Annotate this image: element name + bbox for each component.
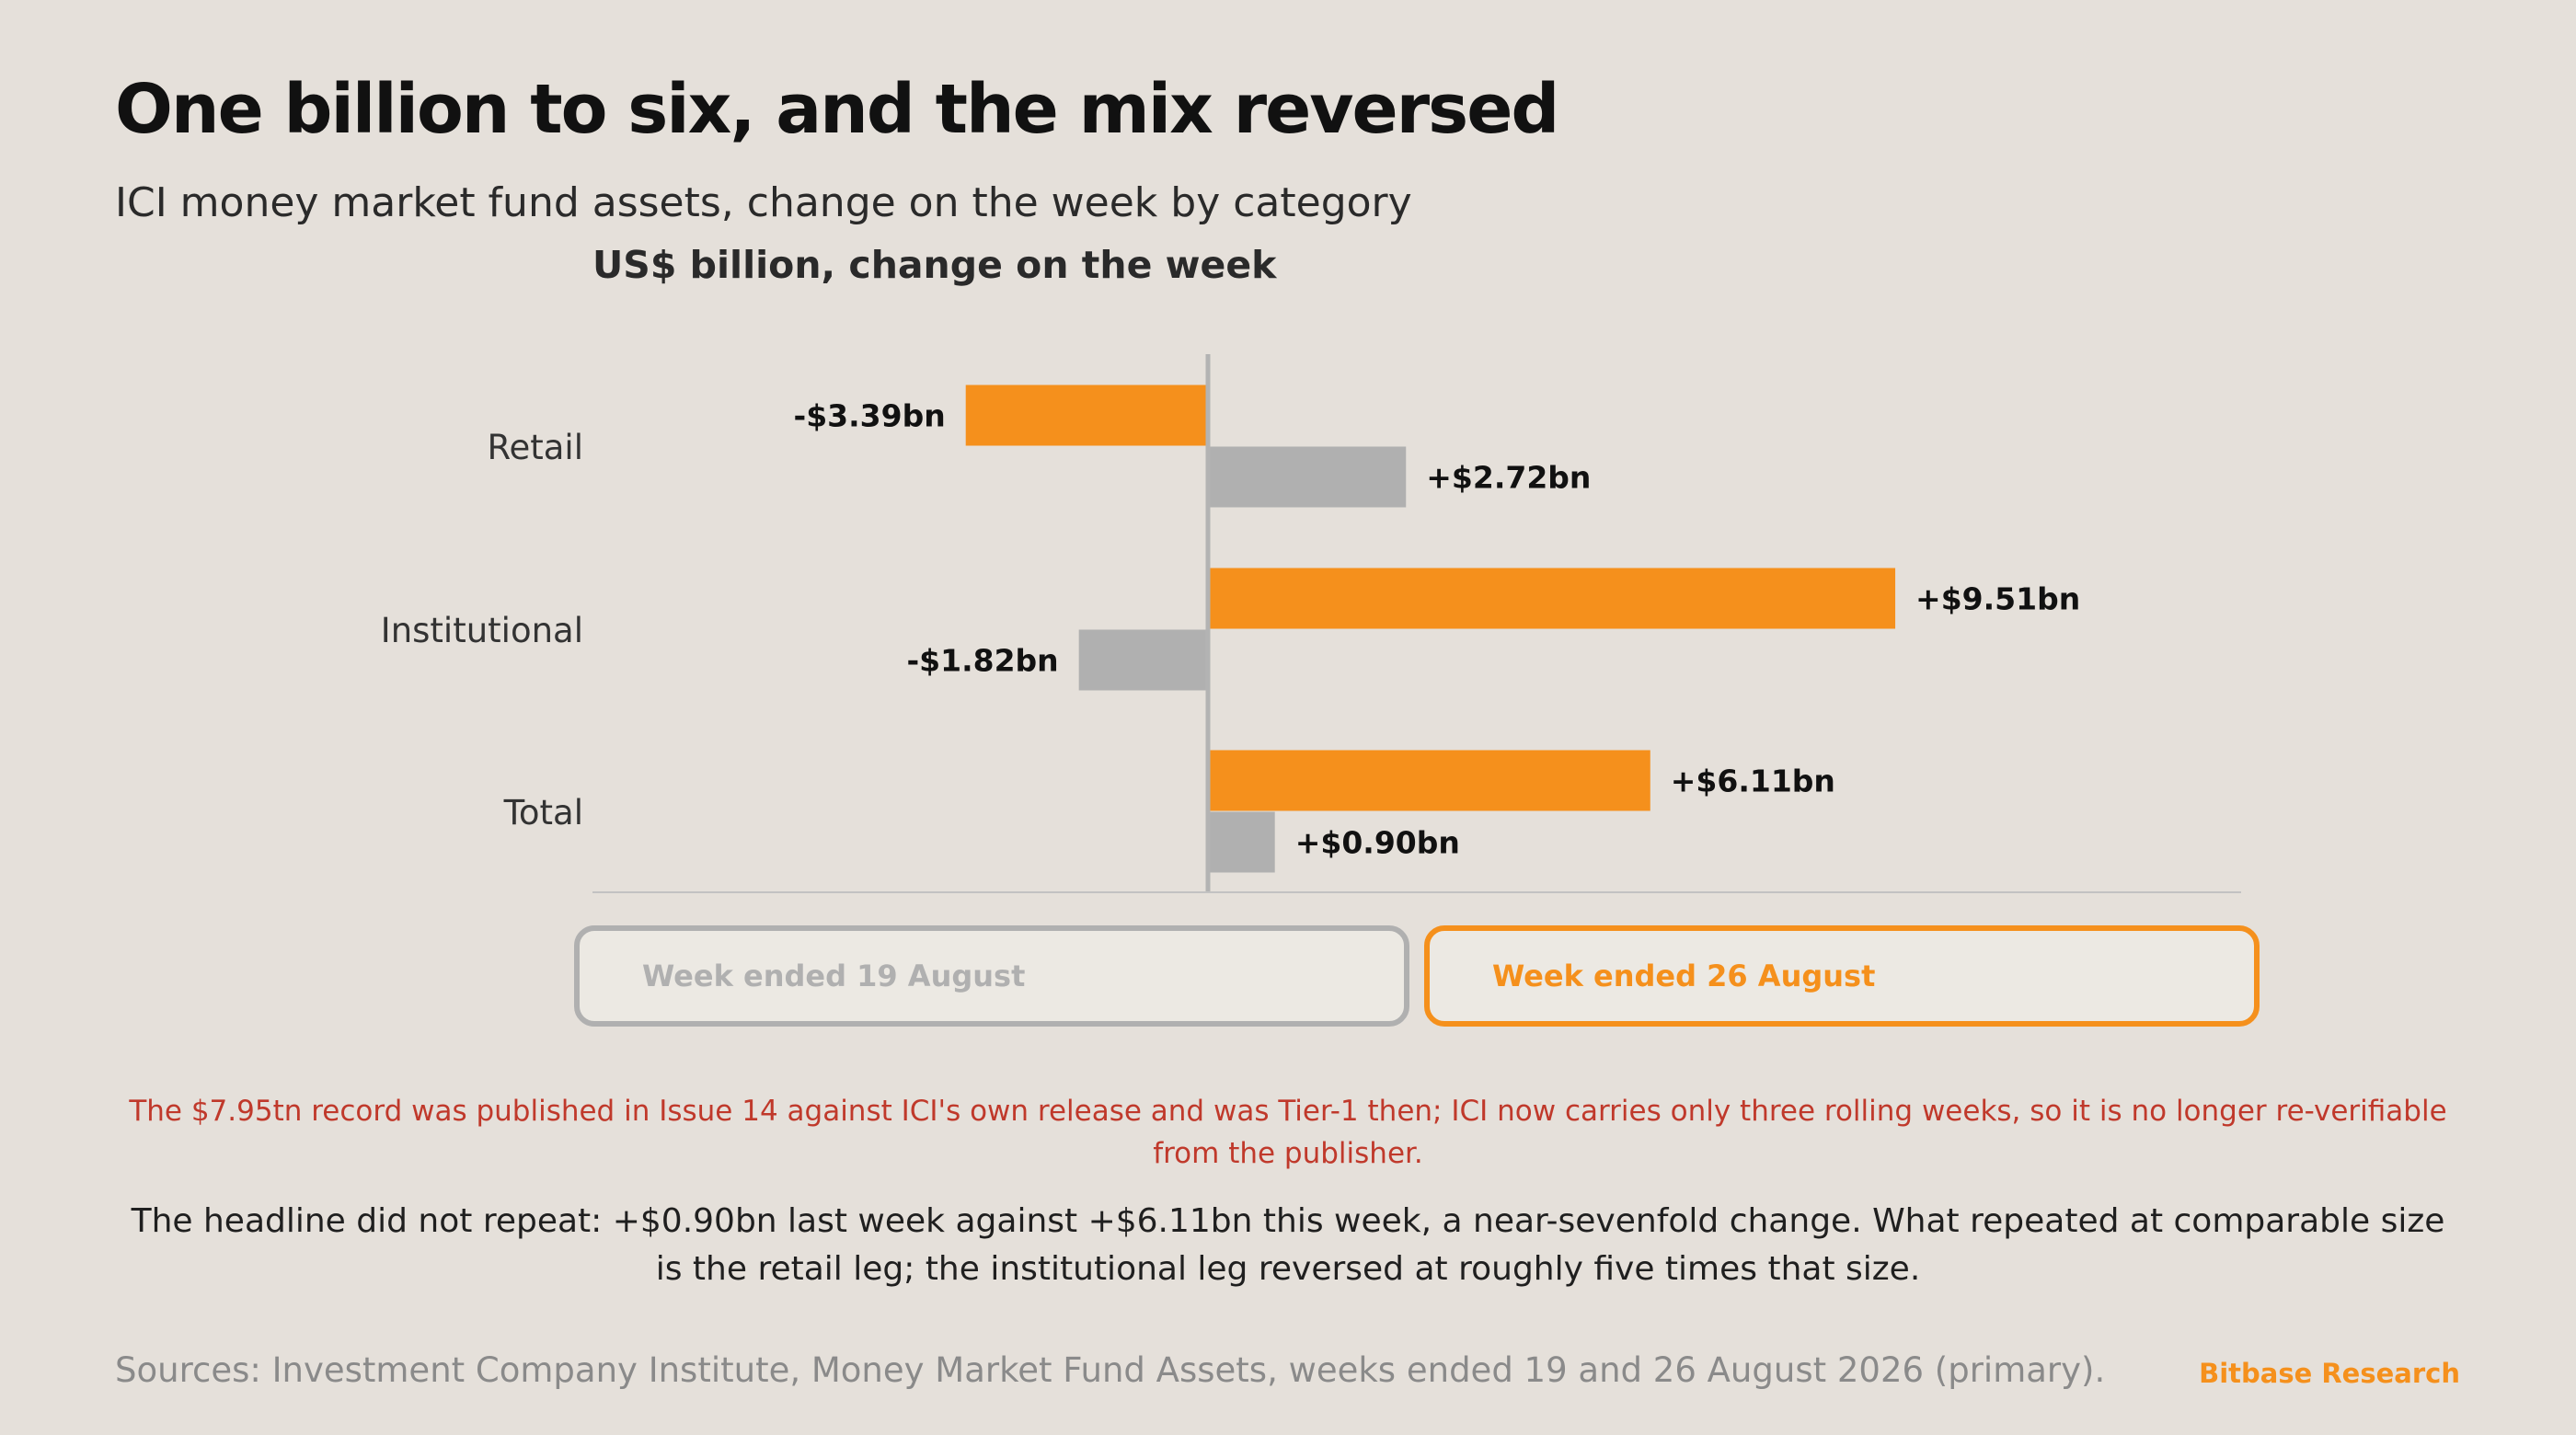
- bar-chart: US$ billion, change on the week Retail In…: [381, 243, 2241, 893]
- value-label-current-total: +$6.11bn: [1671, 763, 1835, 799]
- legend-previous-week: Week ended 19 August: [574, 925, 1409, 1027]
- sources-line: Sources: Investment Company Institute, M…: [115, 1350, 2106, 1390]
- page-subtitle: ICI money market fund assets, change on …: [115, 179, 1412, 226]
- category-label-institutional: Institutional: [381, 611, 583, 650]
- legend-current-label: Week ended 26 August: [1492, 959, 1876, 993]
- value-label-previous-institutional: -$1.82bn: [906, 643, 1058, 679]
- page-title: One billion to six, and the mix reversed: [115, 70, 1559, 149]
- value-label-current-retail: -$3.39bn: [794, 398, 946, 434]
- category-label-total: Total: [503, 793, 583, 832]
- bar-current-institutional: [1210, 568, 1896, 629]
- verification-note: The $7.95tn record was published in Issu…: [129, 1095, 2447, 1170]
- bar-current-retail: [965, 385, 1211, 446]
- chart-title: US$ billion, change on the week: [592, 243, 1278, 287]
- bar-current-total: [1210, 750, 1650, 811]
- value-label-current-institutional: +$9.51bn: [1915, 581, 2080, 617]
- value-label-previous-total: +$0.90bn: [1295, 825, 1460, 861]
- value-label-previous-retail: +$2.72bn: [1426, 460, 1591, 496]
- summary-note: The headline did not repeat: +$0.90bn la…: [131, 1202, 2445, 1288]
- bar-previous-total: [1210, 811, 1275, 873]
- category-label-retail: Retail: [487, 428, 583, 467]
- bar-previous-institutional: [1078, 629, 1211, 691]
- legend-current-week: Week ended 26 August: [1424, 925, 2260, 1027]
- legend-previous-label: Week ended 19 August: [642, 959, 1026, 993]
- brand-label: Bitbase Research: [2199, 1358, 2460, 1389]
- bar-previous-retail: [1210, 446, 1407, 508]
